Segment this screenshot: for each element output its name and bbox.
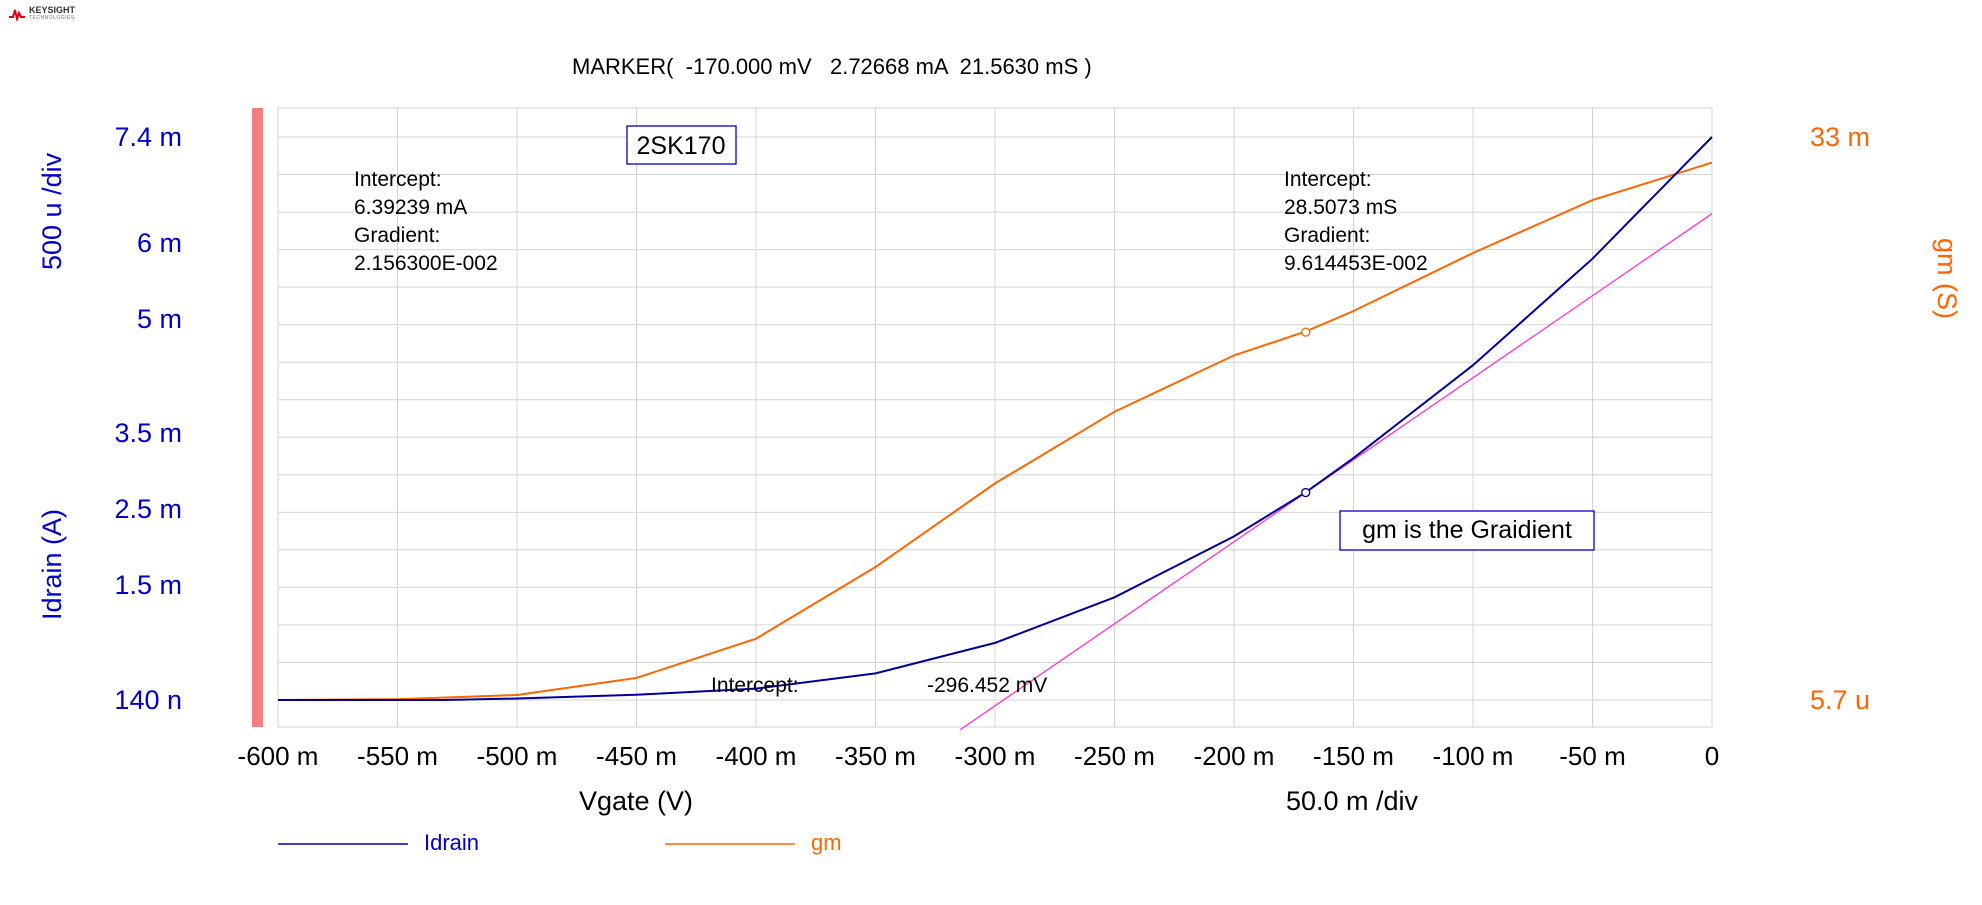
gm-series-line [277,161,1713,701]
grid-lines [277,108,1713,727]
right-annotation: Intercept: 28.5073 mS Gradient: 9.614453… [1284,168,1428,275]
right-annotation-line: 9.614453E-002 [1284,252,1428,275]
x-tick-label: -350 m [835,741,916,771]
left-annotation-line: 2.156300E-002 [354,252,498,275]
x-tick-label: -550 m [357,741,438,771]
x-tick-label: -200 m [1194,741,1275,771]
left-annotation-line: Gradient: [354,224,440,247]
x-tick-label: -100 m [1433,741,1514,771]
x-tick-label: -250 m [1074,741,1155,771]
right-annotation-line: Intercept: [1284,168,1372,191]
left-range-bar [252,108,263,727]
y-left-tick-label: 3.5 m [114,418,182,448]
tick-labels: -600 m -550 m -500 m -450 m -400 m -350 m -300… [114,122,1870,771]
keysight-logo: KEYSIGHT TECHNOLOGIES [8,6,75,21]
right-axis-label: gm (S) [1932,238,1962,319]
left-axis-label: Idrain (A) [37,509,67,620]
x-tick-label: -400 m [716,741,797,771]
right-annotation-line: Gradient: [1284,224,1370,247]
y-left-tick-label: 7.4 m [114,122,182,152]
y-left-tick-label: 1.5 m [114,570,182,600]
x-intercept-value: -296.452 mV [927,674,1047,697]
x-tick-label: -300 m [955,741,1036,771]
legend-label-gm: gm [811,830,842,855]
brand-name: KEYSIGHT [29,5,76,15]
x-tick-label: -600 m [238,741,319,771]
left-annotation-line: 6.39239 mA [354,196,467,219]
marker-point-idrain [1301,487,1311,498]
chart-title: 2SK170 [637,132,726,160]
x-tick-label: -150 m [1313,741,1394,771]
marker-point-gm [1301,327,1311,337]
idrain-series-line [278,136,1713,701]
y-right-tick-label: 5.7 u [1810,685,1870,715]
x-intercept-label: Intercept: [711,674,799,697]
note-box [1339,510,1595,551]
marker-readout: MARKER( -170.000 mV 2.72668 mA 21.5630 m… [572,54,1092,79]
x-div-label: 50.0 m /div [1286,786,1419,816]
keysight-wave-icon [9,9,25,21]
note-text: gm is the Graidient [1362,516,1572,544]
x-tick-label: -500 m [477,741,558,771]
left-div-label: 500 u /div [37,152,67,270]
brand-sub: TECHNOLOGIES [29,15,75,21]
x-tick-label: -450 m [596,741,677,771]
x-axis-label: Vgate (V) [579,786,693,816]
title-box [626,125,737,165]
y-right-tick-label: 33 m [1810,122,1870,152]
y-left-tick-label: 6 m [137,228,182,258]
x-tick-label: 0 [1705,741,1719,771]
right-annotation-line: 28.5073 mS [1284,196,1397,219]
x-tick-label: -50 m [1559,741,1625,771]
left-annotation: Intercept: 6.39239 mA Gradient: 2.156300… [354,168,498,275]
y-left-tick-label: 2.5 m [114,494,182,524]
legend-label-idrain: Idrain [424,830,479,855]
left-annotation-line: Intercept: [354,168,442,191]
y-left-tick-label: 140 n [114,685,182,715]
y-left-tick-label: 5 m [137,304,182,334]
